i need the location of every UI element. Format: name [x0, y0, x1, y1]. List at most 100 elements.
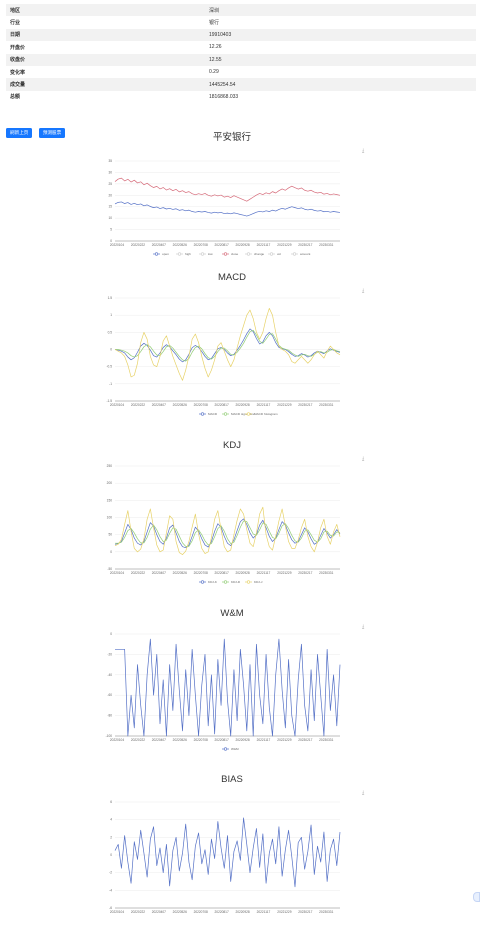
chart-svg: KDJ ⤓ -50 0 50 100 150 200 250 20220104 20220222 20…: [107, 440, 365, 584]
download-icon[interactable]: ⤓: [362, 456, 365, 462]
y-tick-label: -80: [107, 714, 112, 718]
chart-title: 平安银行: [213, 131, 252, 143]
y-tick-label: 2: [110, 835, 112, 839]
x-tick-label: 20220222: [131, 738, 145, 742]
legend-item[interactable]: amount: [291, 252, 310, 256]
x-tick-label: 20220928: [235, 243, 249, 247]
chart-title: KDJ: [223, 440, 241, 451]
legend-item[interactable]: low: [199, 252, 213, 256]
legend-item[interactable]: KDJ-D: [222, 580, 241, 584]
y-tick-label: 15: [108, 205, 112, 209]
legend-label: KDJ-D: [231, 580, 241, 584]
info-key: 变化率: [10, 69, 26, 76]
y-tick-label: -1: [109, 382, 112, 386]
y-tick-label: 0: [110, 853, 112, 857]
x-tick-label: 20220407: [152, 243, 166, 247]
legend-label: MACD signal line: [231, 412, 255, 416]
x-tick-label: 20230331: [319, 243, 333, 247]
x-tick-label: 20220407: [152, 403, 166, 407]
floating-side-tab[interactable]: [473, 892, 480, 902]
x-tick-label: 20220407: [152, 571, 166, 575]
info-key: 行业: [10, 20, 21, 27]
download-icon[interactable]: ⤓: [362, 624, 365, 630]
x-tick-label: 20230217: [298, 571, 312, 575]
x-tick-label: 20230331: [319, 403, 333, 407]
x-tick-label: 20220928: [235, 403, 249, 407]
chart-2: KDJ ⤓ -50 0 50 100 150 200 250 20220104 20220222 20…: [0, 436, 480, 601]
x-tick-label: 20221229: [277, 738, 291, 742]
legend-label: KDJ-K: [208, 580, 218, 584]
x-tick-label: 20230217: [298, 243, 312, 247]
info-value: 19910403: [209, 31, 232, 38]
y-tick-label: 10: [108, 216, 112, 220]
y-tick-label: -0.5: [107, 365, 113, 369]
legend-item[interactable]: change: [245, 252, 264, 256]
x-tick-label: 20220222: [131, 243, 145, 247]
x-tick-label: 20220526: [173, 571, 187, 575]
y-tick-label: 30: [108, 170, 112, 174]
x-tick-label: 20220817: [215, 403, 229, 407]
legend-item[interactable]: MACD: [199, 412, 218, 416]
info-value: 1445254.54: [209, 81, 236, 88]
legend-item[interactable]: KDJ-J: [245, 580, 263, 584]
x-tick-label: 20220104: [110, 571, 124, 575]
y-tick-label: 0: [110, 550, 112, 554]
legend-label: close: [231, 252, 239, 256]
x-tick-label: 20220222: [131, 571, 145, 575]
legend-label: open: [162, 252, 169, 256]
y-tick-label: -6: [109, 906, 112, 910]
chart-4: BIAS ⤓ -6 -4 -2 0 2 4 6 20220104 20220222 20220407 2…: [0, 770, 480, 918]
info-row: 开盘价 12.26: [6, 41, 476, 53]
x-tick-label: 20220526: [173, 403, 187, 407]
y-tick-label: 100: [107, 516, 113, 520]
x-tick-label: 20220407: [152, 910, 166, 914]
info-key: 收盘价: [10, 57, 26, 64]
download-icon[interactable]: ⤓: [362, 790, 365, 796]
x-tick-label: 20221117: [257, 403, 271, 407]
x-tick-label: 20230217: [298, 910, 312, 914]
info-key: 成交量: [10, 82, 26, 89]
y-tick-label: 50: [108, 533, 112, 537]
chart-title: MACD: [218, 272, 246, 283]
series-line-1: [115, 520, 341, 547]
chart-svg: MACD ⤓ -1.5 -1 -0.5 0 0.5 1 1.5 20220104 20220222 2…: [107, 272, 366, 416]
y-tick-label: 150: [107, 498, 113, 502]
info-value: 1816868.033: [209, 93, 239, 100]
x-tick-label: 20230331: [319, 571, 333, 575]
x-tick-label: 20220526: [173, 243, 187, 247]
legend-item[interactable]: open: [153, 252, 169, 256]
legend-label: MACD histogram: [254, 412, 278, 416]
x-tick-label: 20230331: [319, 738, 333, 742]
download-icon[interactable]: ⤓: [362, 288, 365, 294]
legend-item[interactable]: MACD histogram: [245, 412, 278, 416]
x-tick-label: 20220817: [215, 243, 229, 247]
info-value: 12.55: [209, 56, 222, 63]
legend-item[interactable]: vol: [268, 252, 281, 256]
download-icon[interactable]: ⤓: [362, 148, 365, 154]
series-line-2: [114, 506, 341, 555]
x-tick-label: 20220928: [235, 910, 249, 914]
x-tick-label: 20220407: [152, 738, 166, 742]
legend-label: KDJ-J: [254, 580, 263, 584]
x-tick-label: 20221117: [257, 243, 271, 247]
info-key: 地区: [10, 7, 21, 14]
legend-item[interactable]: KDJ-K: [199, 580, 218, 584]
legend-item[interactable]: W&M: [222, 747, 239, 751]
legend-item[interactable]: high: [176, 252, 191, 256]
series-line-0: [114, 201, 341, 217]
predict-stock-button[interactable]: 预测股票: [38, 128, 66, 138]
x-tick-label: 20220104: [110, 910, 124, 914]
legend-item[interactable]: close: [222, 252, 239, 256]
x-tick-label: 20221229: [277, 403, 291, 407]
x-tick-label: 20230331: [319, 910, 333, 914]
y-tick-label: 6: [110, 800, 112, 804]
refresh-page-button[interactable]: 刷新上页: [6, 128, 33, 138]
series-line-0: [114, 817, 341, 888]
x-tick-label: 20220708: [194, 910, 208, 914]
series-line-2: [114, 307, 341, 381]
info-value: 0.29: [209, 69, 219, 76]
legend-item[interactable]: MACD signal line: [222, 412, 255, 416]
info-row: 行业 银行: [6, 16, 476, 28]
y-tick-label: 0.5: [108, 330, 113, 334]
y-tick-label: 0: [110, 632, 112, 636]
